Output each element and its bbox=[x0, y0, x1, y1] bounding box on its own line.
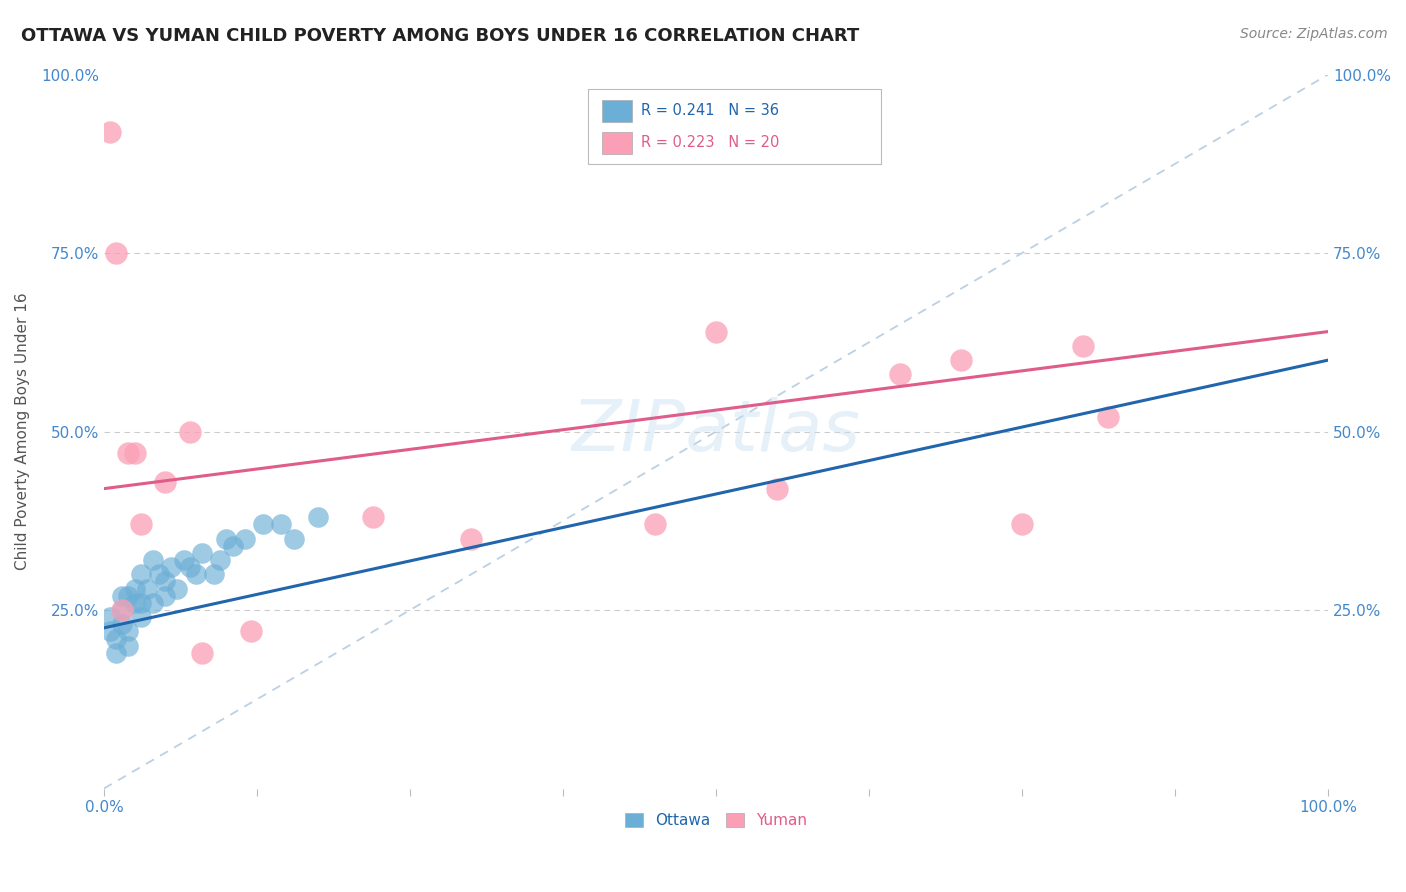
Point bbox=[135, 582, 157, 596]
Point bbox=[117, 639, 139, 653]
Point bbox=[361, 510, 384, 524]
Point bbox=[111, 603, 134, 617]
Point bbox=[889, 368, 911, 382]
Point bbox=[270, 517, 292, 532]
Point bbox=[209, 553, 232, 567]
Point bbox=[129, 596, 152, 610]
Point bbox=[98, 125, 121, 139]
Point bbox=[460, 532, 482, 546]
Point bbox=[221, 539, 243, 553]
Point bbox=[949, 353, 972, 368]
Point bbox=[117, 624, 139, 639]
Point bbox=[111, 603, 134, 617]
Point bbox=[124, 596, 146, 610]
Y-axis label: Child Poverty Among Boys Under 16: Child Poverty Among Boys Under 16 bbox=[15, 293, 30, 570]
Point bbox=[179, 560, 201, 574]
FancyBboxPatch shape bbox=[588, 89, 882, 164]
Point bbox=[142, 596, 165, 610]
Point bbox=[148, 567, 170, 582]
Text: R = 0.223   N = 20: R = 0.223 N = 20 bbox=[641, 135, 780, 150]
Point bbox=[98, 610, 121, 624]
Bar bbox=[602, 132, 631, 154]
Point bbox=[129, 517, 152, 532]
Point bbox=[111, 589, 134, 603]
Point bbox=[1097, 410, 1119, 425]
Point bbox=[124, 446, 146, 460]
Point bbox=[215, 532, 238, 546]
Point bbox=[191, 546, 214, 560]
Text: Source: ZipAtlas.com: Source: ZipAtlas.com bbox=[1240, 27, 1388, 41]
Point bbox=[173, 553, 195, 567]
Point bbox=[283, 532, 305, 546]
Point bbox=[166, 582, 188, 596]
Point bbox=[307, 510, 329, 524]
Text: OTTAWA VS YUMAN CHILD POVERTY AMONG BOYS UNDER 16 CORRELATION CHART: OTTAWA VS YUMAN CHILD POVERTY AMONG BOYS… bbox=[21, 27, 859, 45]
Point bbox=[184, 567, 207, 582]
Point bbox=[239, 624, 262, 639]
Bar bbox=[602, 100, 631, 122]
Point bbox=[160, 560, 183, 574]
Point bbox=[129, 567, 152, 582]
Point bbox=[129, 610, 152, 624]
Point bbox=[153, 589, 176, 603]
Point bbox=[124, 582, 146, 596]
Point bbox=[142, 553, 165, 567]
Point bbox=[105, 246, 128, 260]
Point bbox=[191, 646, 214, 660]
Point bbox=[98, 624, 121, 639]
Text: ZIPatlas: ZIPatlas bbox=[572, 397, 860, 466]
Point bbox=[233, 532, 256, 546]
Point bbox=[202, 567, 225, 582]
Point bbox=[179, 425, 201, 439]
Point bbox=[111, 617, 134, 632]
Point bbox=[644, 517, 666, 532]
Point bbox=[105, 632, 128, 646]
Point bbox=[704, 325, 727, 339]
Legend: Ottawa, Yuman: Ottawa, Yuman bbox=[619, 807, 814, 834]
Point bbox=[153, 475, 176, 489]
Point bbox=[252, 517, 274, 532]
Point bbox=[1011, 517, 1033, 532]
Point bbox=[117, 589, 139, 603]
Point bbox=[153, 574, 176, 589]
Text: R = 0.241   N = 36: R = 0.241 N = 36 bbox=[641, 103, 779, 118]
Point bbox=[117, 446, 139, 460]
Point bbox=[105, 646, 128, 660]
Point bbox=[766, 482, 789, 496]
Point bbox=[1071, 339, 1094, 353]
